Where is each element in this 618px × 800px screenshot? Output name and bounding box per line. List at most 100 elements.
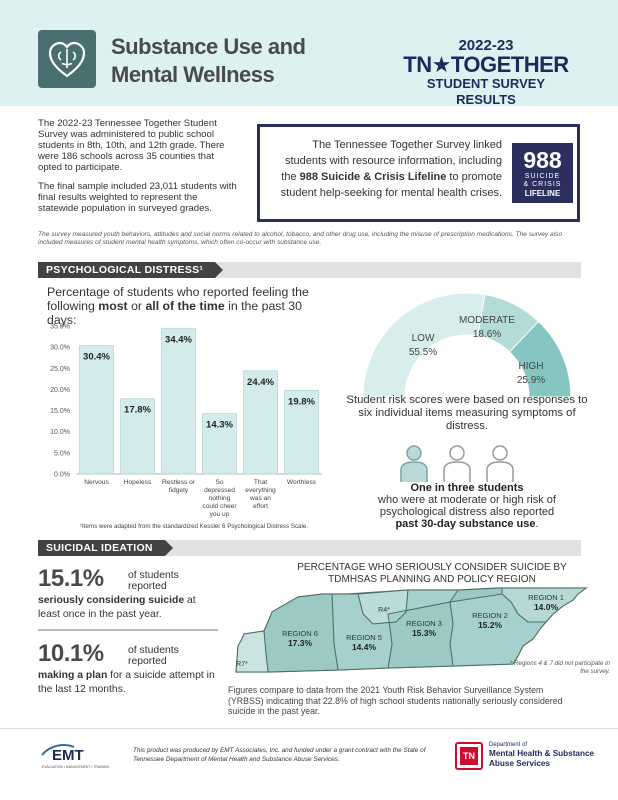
- map-footnote: * Regions 4 & 7 did not participate in t…: [509, 660, 610, 675]
- yrbss-comparison: Figures compare to data from the 2021 Yo…: [228, 685, 563, 716]
- chart-heading-mid: or: [127, 299, 146, 313]
- section-label-psychological-distress: PSYCHOLOGICAL DISTRESS¹: [38, 262, 224, 278]
- substance-use-bold: past 30-day substance use: [395, 518, 536, 530]
- lifeline-logo-sub2: & CRISIS: [523, 181, 562, 188]
- tn-badge-text: TN: [460, 747, 478, 765]
- chart-heading-pre: Percentage of students who reported feel…: [47, 285, 309, 313]
- region-7-shape: [235, 630, 269, 673]
- survey-brand-logo: 2022-23 TN★TOGETHER STUDENT SURVEY RESUL…: [396, 38, 576, 108]
- category-label: Worthless: [287, 479, 317, 486]
- y-tick-label: 25.0%: [50, 366, 70, 373]
- brand-year: 2022-23: [458, 37, 514, 54]
- person-icon-1: [400, 445, 428, 482]
- tennessee-region-map: REGION 114.0% REGION 215.2% REGION 315.3% R…: [235, 587, 588, 673]
- person-icon-2: [443, 445, 471, 482]
- gauge-category-label: LOW: [412, 333, 435, 344]
- stat-plan-rest: for a suicide attempt in the last 12 mon…: [38, 670, 215, 695]
- region-value-label: 14.4%: [352, 642, 377, 652]
- category-label: That everything was an effort: [245, 479, 276, 510]
- emt-swoosh: [41, 744, 75, 756]
- stat-making-plan: 10.1% of students reported making a plan…: [38, 641, 220, 697]
- chart-heading-bold-2: all of the time: [145, 299, 225, 313]
- category-label: Hopeless: [124, 479, 152, 486]
- one-in-three-text: who were at moderate or high risk of psy…: [378, 494, 556, 518]
- region-value-label: 15.2%: [478, 620, 503, 630]
- gauge-value-label: 18.6%: [473, 329, 501, 340]
- stat-considering-rest: at least once in the past year.: [38, 595, 196, 620]
- bar: [202, 413, 237, 475]
- lifeline-text: The Tennessee Together Survey linked stu…: [270, 137, 502, 201]
- region-value-label: 17.3%: [288, 638, 313, 648]
- people-icon-group: [400, 445, 514, 482]
- region-name-label: REGION 1: [528, 593, 564, 602]
- distress-bar-chart: 0.0% 5.0% 10.0% 15.0% 20.0% 25.0% 30.0% 35.0% 30…: [50, 324, 322, 518]
- stat-plan-text: making a plan for a suicide attempt in t…: [38, 669, 220, 697]
- intro-paragraph-1: The 2022-23 Tennessee Together Student S…: [38, 118, 225, 173]
- region-value-label: 15.3%: [412, 628, 437, 638]
- region-name-label: REGION 5: [346, 633, 382, 642]
- y-tick-label: 0.0%: [54, 472, 70, 479]
- person-icon-3: [486, 445, 514, 482]
- bar-value-label: 30.4%: [83, 351, 110, 362]
- intro-text: The 2022-23 Tennessee Together Student S…: [38, 118, 238, 222]
- substance-use-end: .: [535, 518, 539, 530]
- chart-heading: Percentage of students who reported feel…: [47, 285, 327, 327]
- survey-measures-note: The survey measured youth behaviors, att…: [38, 231, 563, 246]
- footer-divider: [0, 728, 618, 729]
- gauge-category-label: HIGH: [519, 361, 544, 372]
- page-title: Substance Use and Mental Wellness: [111, 33, 306, 89]
- region-name-label: REGION 3: [406, 619, 442, 628]
- bar: [120, 398, 155, 475]
- lifeline-988-logo: 988 SUICIDE & CRISIS LIFELINE: [512, 143, 573, 203]
- intro-paragraph-2: The final sample included 23,011 student…: [38, 181, 237, 214]
- stat-considering-suicide: 15.1% of students reported seriously con…: [38, 566, 220, 622]
- bar-value-label: 34.4%: [165, 335, 192, 346]
- stat-considering-value: 15.1%: [38, 565, 104, 592]
- emt-logo-name: EMT: [52, 747, 84, 764]
- y-tick-label: 10.0%: [50, 429, 70, 436]
- bar-value-label: 14.3%: [206, 420, 233, 431]
- gauge-slice: [508, 320, 572, 398]
- region-value-label: 14.0%: [534, 602, 559, 612]
- brain-heart-icon: [38, 30, 96, 88]
- region-name-label: R7*: [236, 661, 248, 668]
- y-tick-label: 30.0%: [50, 345, 70, 352]
- section-header-suicidal-ideation: SUICIDAL IDEATION: [38, 540, 581, 556]
- bar: [161, 328, 196, 475]
- kessler-footnote: ¹Items were adapted from the standardize…: [80, 523, 309, 530]
- gauge-category-label: MODERATE: [459, 315, 515, 326]
- lifeline-logo-sub1: SUICIDE: [524, 173, 561, 180]
- tn-dept-label: Department of: [489, 742, 528, 748]
- chart-heading-post: in the past 30 days:: [47, 299, 302, 327]
- y-tick-label: 15.0%: [50, 408, 70, 415]
- brand-name: TN★TOGETHER: [403, 52, 569, 77]
- stat-divider: [38, 629, 218, 631]
- lifeline-logo-number: 988: [523, 147, 562, 173]
- stat-plan-bold: making a plan: [38, 670, 108, 681]
- tdmhsas-logo: TN Department of Mental Health & Substan…: [455, 742, 595, 774]
- bar: [243, 370, 278, 475]
- region-name-label: R4*: [378, 607, 390, 614]
- lifeline-name: 988 Suicide & Crisis Lifeline: [299, 171, 447, 183]
- lifeline-text-after: to promote student help-seeking for ment…: [280, 171, 502, 199]
- bar-value-label: 19.8%: [288, 396, 315, 407]
- gauge-slice: [362, 292, 486, 398]
- chart-heading-bold-1: most: [98, 299, 128, 313]
- brand-subtitle: STUDENT SURVEY RESULTS: [426, 76, 546, 107]
- risk-gauge-chart: LOW 55.5% MODERATE 18.6% HIGH 25.9%: [362, 292, 572, 398]
- one-in-three-bold: One in three students: [410, 482, 524, 494]
- bar: [79, 345, 114, 475]
- tn-dept-name: Mental Health & Substance Abuse Services: [489, 749, 595, 768]
- lifeline-logo-sub3: LIFELINE: [524, 189, 561, 198]
- region-name-label: REGION 6: [282, 629, 318, 638]
- bar-value-label: 17.8%: [124, 405, 151, 416]
- emt-logo-sub: EVALUATION • MANAGEMENT • TRAINING: [42, 765, 110, 769]
- gauge-value-label: 25.9%: [517, 375, 545, 386]
- section-label-suicidal-ideation: SUICIDAL IDEATION: [38, 540, 173, 556]
- header-banner: Substance Use and Mental Wellness 2022-2…: [0, 0, 618, 108]
- bar: [284, 389, 319, 475]
- emt-logo: EMT EVALUATION • MANAGEMENT • TRAINING: [41, 744, 110, 769]
- stat-considering-side: of students reported: [128, 570, 179, 592]
- region-5-shape: [331, 589, 459, 671]
- bar-value-label: 24.4%: [247, 377, 274, 388]
